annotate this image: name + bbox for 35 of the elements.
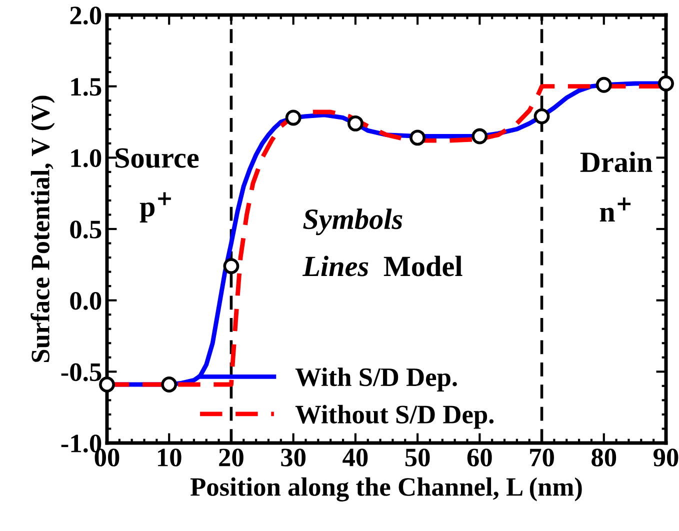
- annotation: Symbols: [303, 208, 402, 236]
- annotation: p$^{+}$: [140, 192, 171, 222]
- y-tick-label: -0.5: [61, 363, 102, 382]
- point: [410, 130, 426, 146]
- y-tick-label: 2.0: [70, 6, 102, 25]
- y-tick-label: 1.5: [71, 78, 102, 96]
- point: [285, 110, 302, 126]
- point: [658, 76, 674, 92]
- legend-label: With S/D Dep.: [295, 368, 457, 392]
- point: [534, 108, 550, 124]
- annotation: Drain: [580, 152, 652, 172]
- annotation: Lines: [302, 256, 368, 276]
- x-tick-label: 60: [467, 448, 492, 466]
- annotation: Source: [116, 148, 199, 168]
- annotation: n$^{+}$: [600, 198, 631, 222]
- x-tick-label: 80: [592, 448, 616, 466]
- x-axis-title: Position along the Channel, L (nm): [190, 477, 582, 502]
- y-tick-label: 0.0: [70, 292, 102, 310]
- point: [472, 128, 488, 144]
- x-tick-label: 90: [654, 448, 678, 466]
- x-tick-label: 10: [158, 448, 182, 466]
- point: [161, 376, 178, 392]
- y-axis-title: Surface Potential, V (V): [30, 96, 55, 362]
- y-tick-label: 0.5: [70, 220, 102, 239]
- y-tick-label: 1.0: [71, 149, 102, 168]
- legend-label: Without S/D Dep.: [295, 404, 494, 429]
- x-tick-label: 40: [342, 448, 368, 466]
- point: [347, 115, 364, 132]
- annotation: Model: [384, 256, 462, 276]
- point: [596, 76, 612, 93]
- x-tick-label: 50: [405, 448, 430, 466]
- point: [223, 258, 240, 274]
- x-tick-label: 30: [281, 448, 306, 466]
- x-tick-label: 70: [530, 448, 554, 466]
- x-tick-label: 20: [219, 448, 244, 466]
